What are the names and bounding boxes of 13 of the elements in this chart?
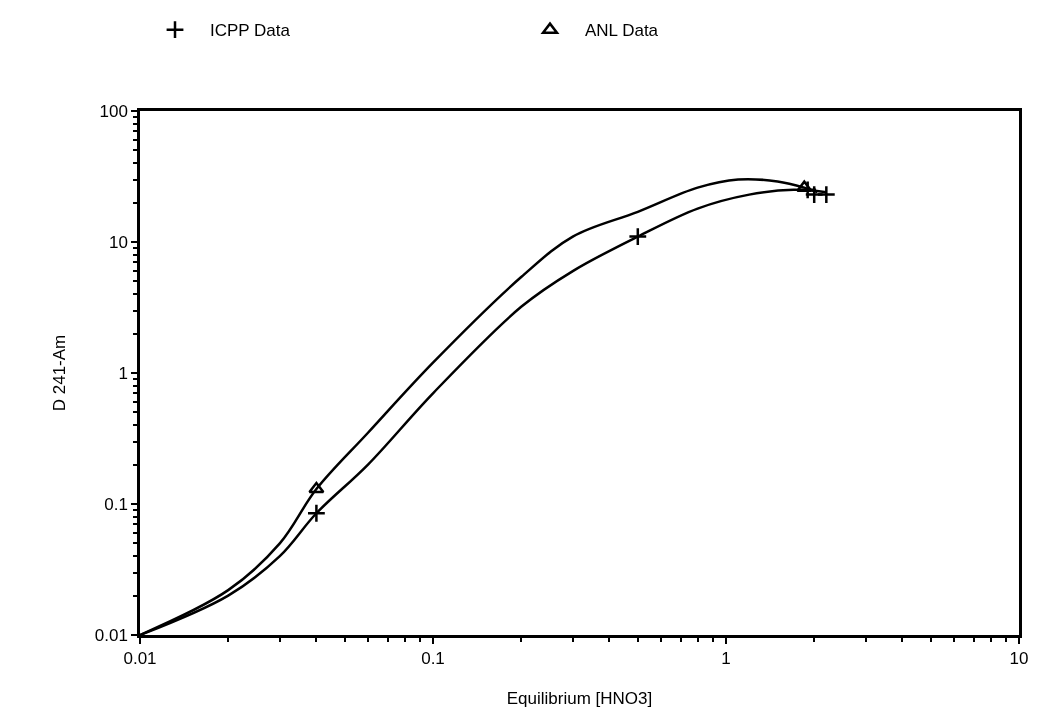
y-tick-label: 10	[108, 232, 128, 252]
legend-label: ANL Data	[585, 21, 659, 41]
x-tick-label: 0.01	[123, 649, 157, 669]
legend-label: ICPP Data	[210, 21, 291, 41]
y-tick-label: 0.01	[94, 625, 128, 645]
y-axis-title: D 241-Am	[50, 334, 70, 412]
x-axis-title: Equilibrium [HNO3]	[506, 688, 653, 708]
y-tick-label: 100	[99, 101, 128, 121]
x-tick-label: 1	[721, 649, 731, 669]
x-tick-label: 10	[1009, 649, 1029, 669]
x-tick-label: 0.1	[421, 649, 445, 669]
y-tick-label: 0.1	[104, 494, 128, 514]
y-tick-label: 1	[118, 363, 128, 383]
